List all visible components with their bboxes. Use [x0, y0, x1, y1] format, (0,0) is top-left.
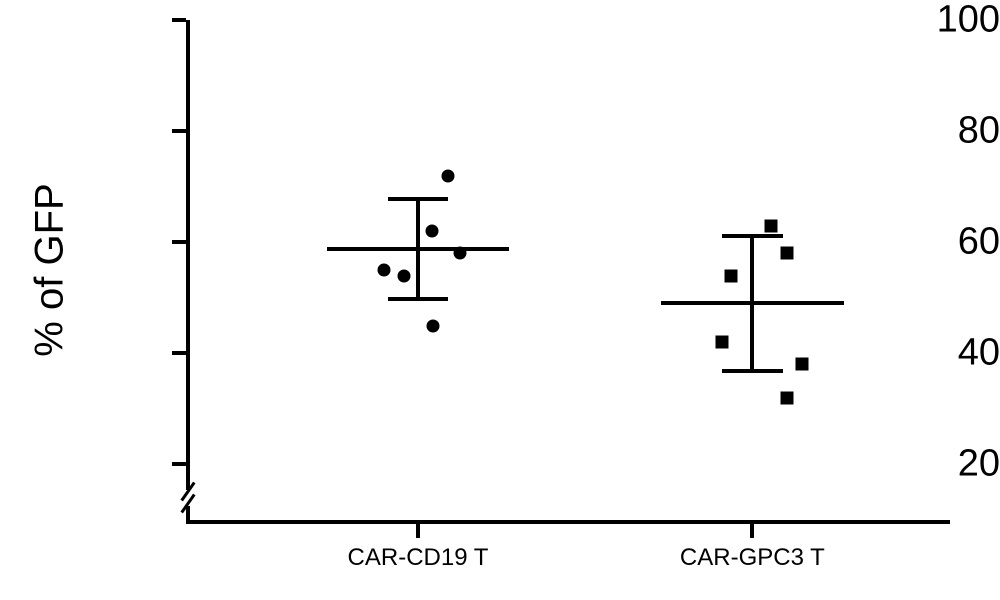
error-cap: [388, 197, 449, 201]
x-tick-label: CAR-CD19 T: [348, 544, 489, 572]
y-tick: [172, 18, 186, 22]
x-tick: [750, 524, 754, 538]
y-tick-label: 60: [838, 221, 1000, 264]
data-point: [442, 169, 455, 182]
error-cap: [722, 369, 783, 373]
data-point: [398, 269, 411, 282]
y-tick-label: 20: [838, 443, 1000, 486]
data-point: [725, 269, 738, 282]
data-point: [425, 225, 438, 238]
chart-container: % of GFP 20 40 60 80 100 CAR-CD19 T CAR-GPC3 T: [0, 0, 1000, 600]
y-axis-title: % of GFP: [28, 183, 73, 356]
data-point: [765, 219, 778, 232]
y-axis-line: [186, 20, 190, 490]
y-tick: [172, 462, 186, 466]
y-tick-label: 100: [838, 0, 1000, 42]
data-point: [780, 391, 793, 404]
y-tick-label: 80: [838, 110, 1000, 153]
error-cap: [388, 297, 449, 301]
data-point: [716, 336, 729, 349]
x-tick-label: CAR-GPC3 T: [680, 544, 825, 572]
data-point: [795, 358, 808, 371]
data-point: [377, 264, 390, 277]
y-tick: [172, 240, 186, 244]
x-axis-line: [186, 520, 950, 524]
y-tick-label: 40: [838, 332, 1000, 375]
data-point: [427, 319, 440, 332]
mean-line: [327, 247, 509, 251]
data-point: [780, 247, 793, 260]
y-tick: [172, 351, 186, 355]
x-tick: [416, 524, 420, 538]
error-cap: [722, 234, 783, 238]
mean-line: [661, 301, 843, 305]
data-point: [453, 247, 466, 260]
plot-area: [190, 20, 950, 520]
y-tick: [172, 129, 186, 133]
